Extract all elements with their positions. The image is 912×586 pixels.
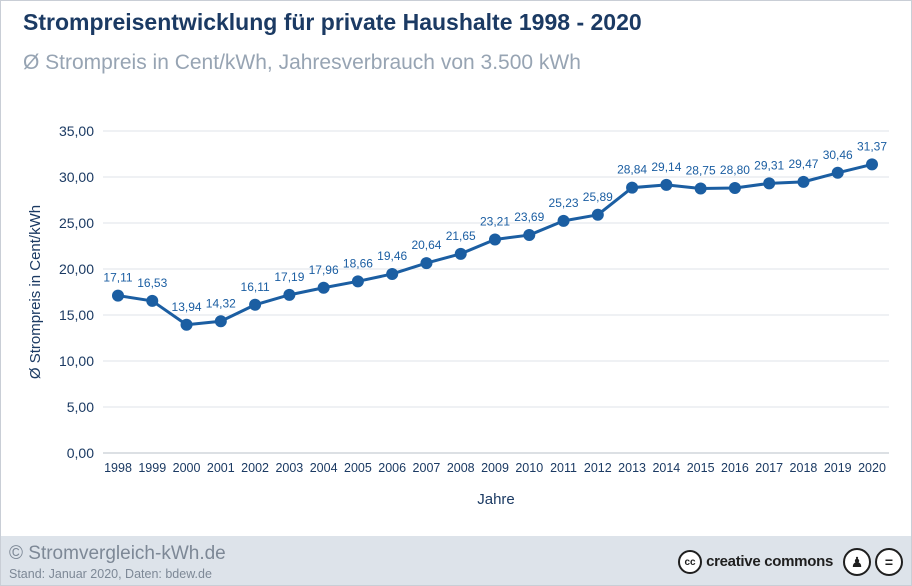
x-tick-label: 2012 xyxy=(584,461,612,475)
data-label: 20,64 xyxy=(411,238,441,252)
data-label: 25,89 xyxy=(583,190,613,204)
data-point[interactable] xyxy=(797,175,810,188)
x-tick-label: 2009 xyxy=(481,461,509,475)
data-point[interactable] xyxy=(694,182,707,195)
x-tick-label: 1998 xyxy=(104,461,132,475)
data-label: 23,69 xyxy=(514,210,544,224)
x-tick-label: 2011 xyxy=(550,461,577,475)
data-label: 28,84 xyxy=(617,163,647,177)
x-tick-label: 1999 xyxy=(138,461,166,475)
x-tick-label: 2019 xyxy=(824,461,852,475)
x-tick-label: 2003 xyxy=(275,461,303,475)
y-tick-label: 20,00 xyxy=(59,261,94,277)
data-label: 21,65 xyxy=(446,229,476,243)
data-point[interactable] xyxy=(660,178,673,191)
data-label: 14,32 xyxy=(206,296,236,310)
cc-logo-text: creative commons xyxy=(706,553,833,570)
chart-title: Strompreisentwicklung für private Hausha… xyxy=(23,9,642,35)
data-label: 29,47 xyxy=(788,157,818,171)
data-point[interactable] xyxy=(489,233,501,246)
data-label: 17,11 xyxy=(103,271,132,285)
y-tick-label: 10,00 xyxy=(59,353,94,369)
data-point[interactable] xyxy=(180,318,193,331)
equals-icon: = xyxy=(875,548,903,576)
x-tick-label: 2006 xyxy=(378,461,406,475)
data-label: 17,19 xyxy=(274,270,304,284)
x-tick-label: 2013 xyxy=(618,461,646,475)
data-point[interactable] xyxy=(523,229,536,242)
line-chart: 0,00 5,00 10,00 15,00 20,00 25,00 30,00 35,00 19… xyxy=(27,123,889,508)
x-tick-label: 2005 xyxy=(344,461,372,475)
source-note: Stand: Januar 2020, Daten: bdew.de xyxy=(9,567,212,581)
cc-logo-icon: cc xyxy=(678,550,703,574)
x-tick-label: 2001 xyxy=(207,461,235,475)
data-point[interactable] xyxy=(146,294,159,307)
x-tick-label: 2008 xyxy=(447,461,475,475)
y-tick-label: 5,00 xyxy=(67,399,94,415)
data-point[interactable] xyxy=(351,275,364,288)
cc-license-badge[interactable]: cc creative commons ♟ = xyxy=(678,545,903,579)
data-label: 28,80 xyxy=(720,163,750,177)
copyright-text[interactable]: © Stromvergleich-kWh.de xyxy=(9,543,226,564)
x-tick-label: 2016 xyxy=(721,461,749,475)
x-tick-label: 2010 xyxy=(515,461,543,475)
chart-subtitle: Ø Strompreis in Cent/kWh, Jahresverbrauc… xyxy=(23,51,581,74)
data-point[interactable] xyxy=(386,267,399,280)
data-label: 31,37 xyxy=(857,139,887,153)
data-point[interactable] xyxy=(214,315,227,328)
data-point[interactable] xyxy=(454,247,467,260)
data-point[interactable] xyxy=(866,158,878,171)
x-tick-label: 2015 xyxy=(687,461,715,475)
data-point[interactable] xyxy=(112,289,124,302)
y-tick-label: 25,00 xyxy=(59,215,94,231)
y-tick-label: 15,00 xyxy=(59,307,94,323)
x-tick-label: 2020 xyxy=(858,461,886,475)
data-label: 16,53 xyxy=(137,276,167,290)
data-label: 28,75 xyxy=(686,164,716,178)
data-point[interactable] xyxy=(420,257,433,270)
data-label: 13,94 xyxy=(172,300,202,314)
data-label: 16,11 xyxy=(241,280,270,294)
data-point[interactable] xyxy=(831,166,844,179)
x-tick-label: 2004 xyxy=(310,461,338,475)
data-label: 29,14 xyxy=(651,160,681,174)
data-point[interactable] xyxy=(728,182,741,195)
y-tick-label: 0,00 xyxy=(67,445,94,461)
data-point[interactable] xyxy=(283,288,296,301)
x-tick-label: 2018 xyxy=(790,461,818,475)
data-label: 25,23 xyxy=(549,196,579,210)
x-tick-label: 2014 xyxy=(652,461,680,475)
data-label: 19,46 xyxy=(377,249,407,263)
person-icon: ♟ xyxy=(843,548,871,576)
data-label: 17,96 xyxy=(309,263,339,277)
x-axis-title: Jahre xyxy=(477,491,515,508)
y-tick-label: 35,00 xyxy=(59,123,94,139)
data-point[interactable] xyxy=(249,298,262,311)
y-tick-label: 30,00 xyxy=(59,169,94,185)
data-point[interactable] xyxy=(557,214,570,227)
data-point[interactable] xyxy=(763,177,776,190)
x-tick-label: 2000 xyxy=(173,461,201,475)
data-label: 23,21 xyxy=(480,214,510,228)
data-label: 29,31 xyxy=(754,158,784,172)
data-point[interactable] xyxy=(626,181,639,194)
x-tick-label: 2017 xyxy=(755,461,783,475)
data-label: 18,66 xyxy=(343,256,373,270)
footer: © Stromvergleich-kWh.de Stand: Januar 20… xyxy=(1,536,911,585)
data-label: 30,46 xyxy=(823,148,853,162)
data-point[interactable] xyxy=(317,281,330,294)
data-point[interactable] xyxy=(591,208,604,221)
y-axis-title: Ø Strompreis in Cent/kWh xyxy=(27,205,44,379)
x-tick-label: 2002 xyxy=(241,461,269,475)
x-tick-label: 2007 xyxy=(413,461,441,475)
